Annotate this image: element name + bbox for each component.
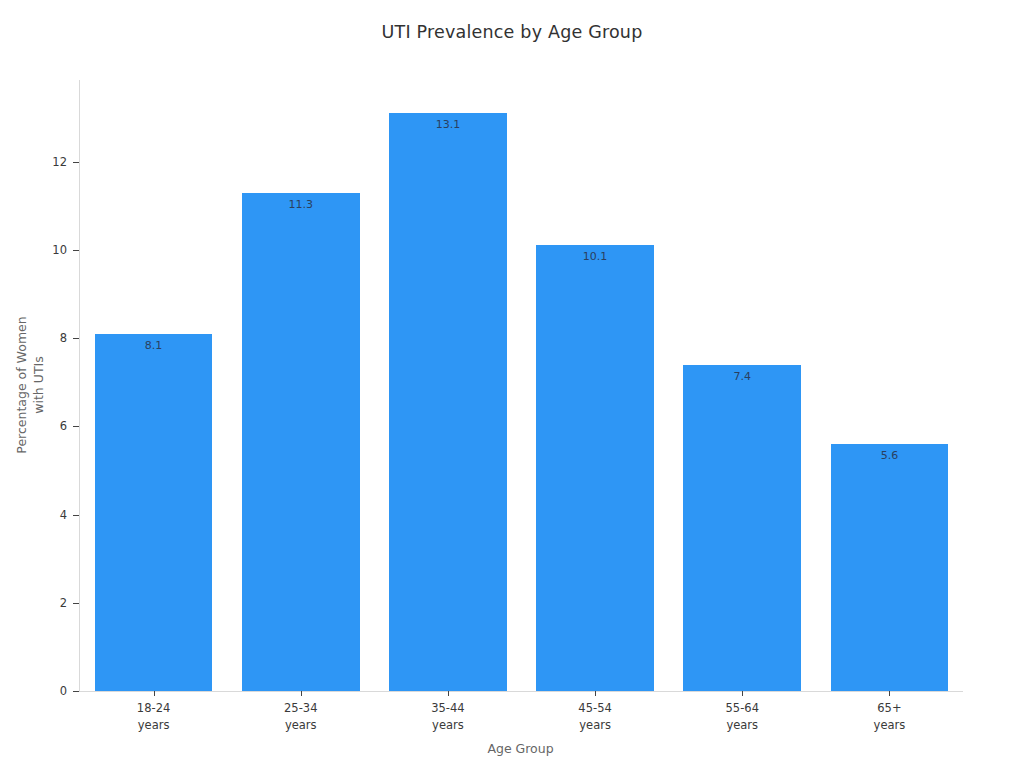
x-tick-label-line1: 45-54 xyxy=(578,701,611,715)
x-tick-label-line2: years xyxy=(285,718,317,732)
bar-25-34-years: 11.3 xyxy=(242,193,360,692)
x-tick-label-line2: years xyxy=(138,718,170,732)
bar-value-label: 11.3 xyxy=(242,198,360,211)
x-tick-label-line1: 25-34 xyxy=(284,701,317,715)
x-axis-title: Age Group xyxy=(79,741,962,756)
y-tick-label: 10 xyxy=(27,243,67,257)
x-tick-mark xyxy=(742,691,743,696)
y-tick-label: 8 xyxy=(27,331,67,345)
x-tick-label-line2: years xyxy=(874,718,906,732)
plot-area: 0246810128.118-24years11.325-34years13.1… xyxy=(79,80,963,692)
bar-value-label: 13.1 xyxy=(389,118,507,131)
x-tick-label: 35-44 years xyxy=(388,700,508,733)
x-tick-mark xyxy=(595,691,596,696)
bar-45-54-years: 10.1 xyxy=(536,245,654,691)
bar-chart-figure: UTI Prevalence by Age Group Percentage o… xyxy=(0,0,1024,768)
x-tick-mark xyxy=(889,691,890,696)
y-tick-mark xyxy=(73,603,79,604)
chart-title: UTI Prevalence by Age Group xyxy=(0,22,1024,42)
x-tick-label: 65+ years xyxy=(829,700,949,733)
y-tick-label: 12 xyxy=(27,155,67,169)
x-tick-label: 18-24 years xyxy=(94,700,214,733)
x-tick-label: 55-64 years xyxy=(682,700,802,733)
y-tick-mark xyxy=(73,691,79,692)
x-tick-label-line1: 55-64 xyxy=(726,701,759,715)
y-tick-label: 6 xyxy=(27,419,67,433)
x-tick-label: 25-34 years xyxy=(241,700,361,733)
y-tick-label: 4 xyxy=(27,508,67,522)
x-tick-label-line2: years xyxy=(432,718,464,732)
x-tick-mark xyxy=(301,691,302,696)
bar-18-24-years: 8.1 xyxy=(95,334,213,691)
y-tick-label: 2 xyxy=(27,596,67,610)
bar-value-label: 10.1 xyxy=(536,250,654,263)
bar-value-label: 7.4 xyxy=(683,370,801,383)
x-tick-label: 45-54 years xyxy=(535,700,655,733)
x-tick-mark xyxy=(448,691,449,696)
x-tick-label-line2: years xyxy=(726,718,758,732)
y-tick-label: 0 xyxy=(27,684,67,698)
x-tick-label-line2: years xyxy=(579,718,611,732)
y-tick-mark xyxy=(73,515,79,516)
bar-35-44-years: 13.1 xyxy=(389,113,507,691)
x-tick-label-line1: 35-44 xyxy=(431,701,464,715)
y-axis-title-line2: with UTIs xyxy=(31,356,46,413)
y-tick-mark xyxy=(73,338,79,339)
bar-65+-years: 5.6 xyxy=(831,444,949,691)
x-tick-mark xyxy=(154,691,155,696)
y-tick-mark xyxy=(73,426,79,427)
y-tick-mark xyxy=(73,250,79,251)
bar-value-label: 5.6 xyxy=(831,449,949,462)
x-tick-label-line1: 18-24 xyxy=(137,701,170,715)
y-tick-mark xyxy=(73,162,79,163)
x-tick-label-line1: 65+ xyxy=(877,701,901,715)
bar-value-label: 8.1 xyxy=(95,339,213,352)
bar-55-64-years: 7.4 xyxy=(683,365,801,691)
